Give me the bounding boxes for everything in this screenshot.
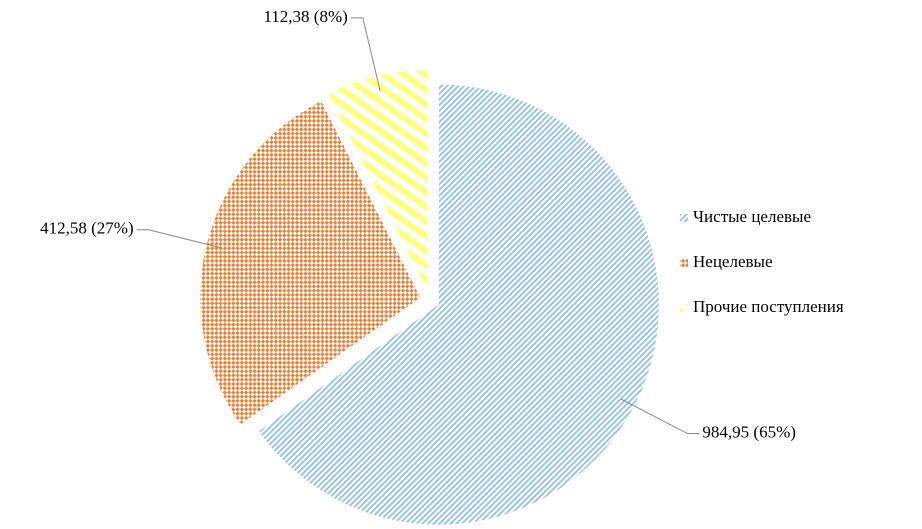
leader-line: [350, 17, 381, 91]
pie-slice: [259, 84, 659, 525]
legend-label: Чистые целевые: [693, 207, 811, 226]
data-label: 412,58 (27%): [40, 219, 133, 238]
pie-slice: [200, 101, 421, 425]
legend-swatch: [680, 259, 688, 267]
legend-label: Нецелевые: [693, 252, 773, 271]
pie-slice: [328, 70, 428, 291]
legend-swatch: [680, 214, 688, 222]
legend-swatch: [680, 304, 688, 312]
data-label: 112,38 (8%): [263, 7, 347, 26]
data-label: 984,95 (65%): [702, 422, 795, 441]
legend-label: Прочие поступления: [693, 297, 844, 316]
leader-line: [620, 398, 700, 435]
leader-line: [136, 229, 222, 249]
